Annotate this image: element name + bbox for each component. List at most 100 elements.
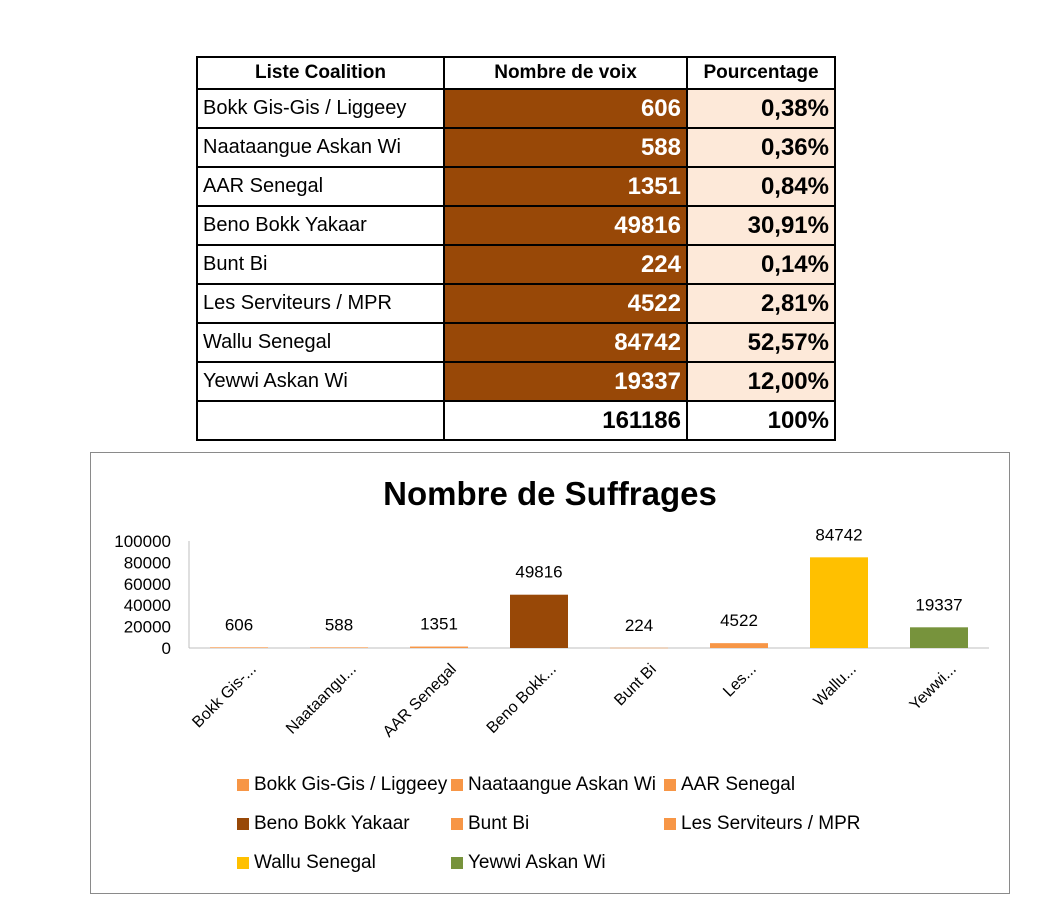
x-tick-label: Bunt Bi [611,661,660,710]
legend-label: Naataangue Askan Wi [468,773,657,795]
votes-cell: 49816 [443,205,688,246]
votes-cell: 19337 [443,361,688,402]
y-tick-label: 0 [162,639,171,658]
coalition-name-cell: Yewwi Askan Wi [196,361,445,402]
votes-cell: 224 [443,244,688,285]
results-table: Liste Coalition Nombre de voix Pourcenta… [196,56,836,441]
table-body: Bokk Gis-Gis / Liggeey 606 0,38% Naataangue… [196,88,836,441]
x-tick-label: Yewwi... [907,661,960,714]
y-tick-label: 60000 [124,575,171,594]
table-row: Beno Bokk Yakaar 49816 30,91% [196,205,836,246]
legend-label: Yewwi Askan Wi [468,851,606,873]
x-tick-label: Les... [720,661,760,701]
header-pourcentage: Pourcentage [686,56,836,90]
table-row: Wallu Senegal 84742 52,57% [196,322,836,363]
bar [910,627,968,648]
votes-cell: 4522 [443,283,688,324]
data-label: 588 [325,615,353,634]
legend-swatch [237,778,249,791]
table-row: Yewwi Askan Wi 19337 12,00% [196,361,836,402]
total-percentage: 100% [686,400,836,441]
legend-swatch [451,817,463,830]
data-label: 4522 [720,611,758,630]
bar [710,643,768,648]
data-label: 49816 [515,563,562,582]
table-row: Bunt Bi 224 0,14% [196,244,836,285]
legend-label: Bokk Gis-Gis / Liggeey [254,773,448,795]
table-row: AAR Senegal 1351 0,84% [196,166,836,207]
percentage-cell: 0,38% [686,88,836,129]
y-tick-label: 80000 [124,553,171,572]
bar [810,557,868,648]
chart-panel: 0 20000 40000 60000 80000 100000 606 Bokk Gis-.… [90,452,1010,894]
table-row: Naataangue Askan Wi 588 0,36% [196,127,836,168]
votes-cell: 606 [443,88,688,129]
coalition-name-cell: Les Serviteurs / MPR [196,283,445,324]
y-tick-label: 20000 [124,618,171,637]
legend-item: Bunt Bi [451,812,664,834]
data-label: 606 [225,615,253,634]
coalition-name-cell: Bunt Bi [196,244,445,285]
legend-item: Beno Bokk Yakaar [237,812,451,834]
bar [410,646,468,648]
data-label: 1351 [420,615,458,634]
legend-label: Les Serviteurs / MPR [681,812,861,834]
legend-item: Les Serviteurs / MPR [664,812,877,834]
header-liste-coalition: Liste Coalition [196,56,445,90]
x-tick-label: Wallu... [811,661,860,710]
bar [310,647,368,648]
total-spacer [196,400,445,441]
table-row: Les Serviteurs / MPR 4522 2,81% [196,283,836,324]
legend-swatch [451,778,463,791]
legend-item: Wallu Senegal [237,851,451,873]
legend-item: Yewwi Askan Wi [451,851,664,873]
chart-legend: Bokk Gis-Gis / Liggeey Naataangue Askan W… [237,773,877,873]
bar [210,647,268,648]
votes-cell: 588 [443,127,688,168]
table-header-row: Liste Coalition Nombre de voix Pourcenta… [196,56,836,90]
percentage-cell: 0,14% [686,244,836,285]
data-label: 84742 [815,525,862,544]
legend-label: AAR Senegal [681,773,796,795]
coalition-name-cell: Wallu Senegal [196,322,445,363]
votes-cell: 1351 [443,166,688,207]
x-tick-label: Beno Bokk... [484,661,560,737]
x-tick-label: AAR Senegal [380,661,460,741]
percentage-cell: 52,57% [686,322,836,363]
coalition-name-cell: Beno Bokk Yakaar [196,205,445,246]
coalition-name-cell: AAR Senegal [196,166,445,207]
bar [510,594,568,648]
chart-title: Nombre de Suffrages [383,475,717,512]
percentage-cell: 0,84% [686,166,836,207]
x-tick-label: Naataangu... [283,661,360,738]
total-votes: 161186 [443,400,688,441]
legend-label: Bunt Bi [468,812,530,834]
legend-swatch [451,856,463,869]
data-label: 19337 [915,595,962,614]
coalition-name-cell: Bokk Gis-Gis / Liggeey [196,88,445,129]
legend-swatch [237,817,249,830]
percentage-cell: 12,00% [686,361,836,402]
legend-swatch [664,817,676,830]
legend-swatch [237,856,249,869]
coalition-name-cell: Naataangue Askan Wi [196,127,445,168]
percentage-cell: 0,36% [686,127,836,168]
y-tick-label: 40000 [124,596,171,615]
legend-item: Bokk Gis-Gis / Liggeey [237,773,451,795]
votes-cell: 84742 [443,322,688,363]
percentage-cell: 2,81% [686,283,836,324]
total-row: 161186 100% [196,400,836,441]
legend-label: Beno Bokk Yakaar [254,812,410,834]
x-tick-label: Bokk Gis-... [189,661,259,731]
percentage-cell: 30,91% [686,205,836,246]
legend-swatch [664,778,676,791]
bar-chart: 0 20000 40000 60000 80000 100000 606 Bokk Gis-.… [114,525,989,741]
data-label: 224 [625,616,653,635]
bar [610,647,668,649]
legend-item: Naataangue Askan Wi [451,773,664,795]
y-tick-label: 100000 [114,532,171,551]
legend-label: Wallu Senegal [254,851,376,873]
table-row: Bokk Gis-Gis / Liggeey 606 0,38% [196,88,836,129]
legend-item: AAR Senegal [664,773,877,795]
header-nombre-de-voix: Nombre de voix [443,56,688,90]
